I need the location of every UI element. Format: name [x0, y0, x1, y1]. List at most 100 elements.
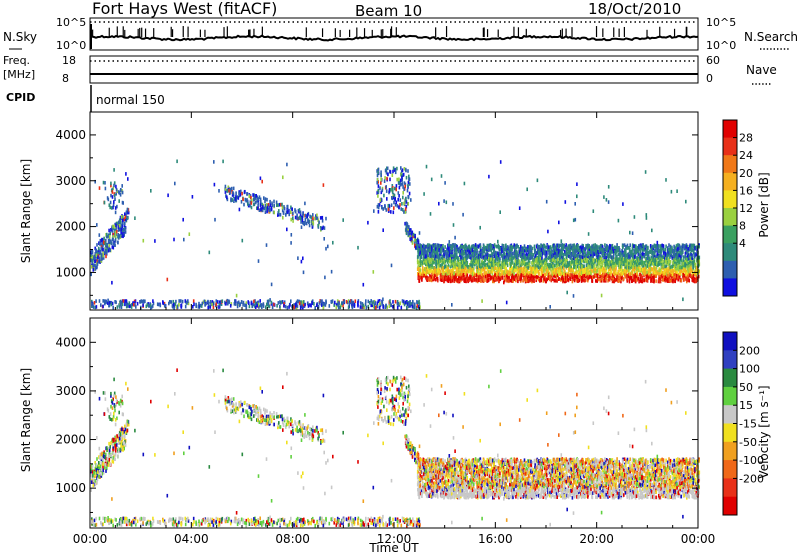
- power-cell: [300, 216, 302, 221]
- power-cell: [470, 254, 472, 258]
- power-cell: [114, 206, 117, 210]
- power-cell: [401, 168, 404, 172]
- power-cell: [123, 228, 126, 232]
- power-cell: [419, 255, 422, 260]
- power-cell: [486, 257, 489, 262]
- power-cell: [258, 208, 261, 212]
- beam-label: Beam 10: [355, 2, 422, 20]
- power-cell: [385, 189, 388, 193]
- power-cell: [379, 186, 381, 190]
- power-cell: [102, 250, 104, 255]
- power-cell: [273, 203, 275, 208]
- power-cell: [399, 181, 401, 186]
- power-cell: [256, 199, 258, 203]
- power-cell: [265, 206, 267, 211]
- power-cell: [126, 216, 129, 221]
- power-cell: [425, 274, 427, 278]
- power-cell: [449, 269, 451, 274]
- power-cell: [378, 299, 381, 303]
- power-cell: [267, 203, 270, 207]
- power-cell: [393, 200, 395, 205]
- power-cell: [112, 305, 114, 310]
- power-cell: [558, 243, 561, 248]
- power-cell: [457, 268, 459, 272]
- power-cell: [301, 300, 304, 305]
- power-cell: [436, 261, 438, 265]
- power-cell: [108, 228, 110, 233]
- power-cell: [258, 195, 261, 199]
- power-cell: [114, 300, 116, 304]
- power-cell: [302, 302, 305, 307]
- power-cell: [391, 190, 394, 194]
- power-cell: [116, 221, 118, 226]
- power-cell: [254, 305, 257, 309]
- power-cell: [430, 244, 432, 248]
- power-cell: [636, 259, 639, 263]
- power-cell: [232, 194, 235, 199]
- power-cell: [322, 305, 325, 310]
- power-cell: [423, 253, 425, 258]
- power-cell: [224, 300, 226, 305]
- power-cell: [430, 278, 432, 282]
- power-cell: [300, 300, 302, 304]
- power-cell: [119, 215, 122, 220]
- power-cell: [441, 272, 444, 277]
- power-cell: [116, 204, 118, 209]
- power-cell: [480, 279, 482, 283]
- power-cell: [472, 258, 475, 263]
- power-cell: [348, 301, 351, 306]
- power-cell: [403, 187, 405, 192]
- power-cell: [354, 299, 357, 303]
- chart-title: Fort Hays West (fitACF): [92, 0, 277, 18]
- power-cell: [442, 244, 444, 248]
- power-cell: [249, 204, 251, 208]
- power-cell: [427, 270, 430, 275]
- power-cell: [485, 265, 487, 269]
- power-cell: [331, 299, 334, 303]
- power-cell: [408, 177, 411, 181]
- power-cell: [639, 267, 642, 272]
- power-cell: [98, 299, 101, 303]
- power-cell: [122, 218, 124, 223]
- power-cell: [474, 243, 477, 247]
- power-cell: [402, 208, 404, 212]
- power-cell: [333, 303, 335, 307]
- power-cell: [115, 229, 118, 234]
- power-cell: [599, 270, 601, 275]
- power-cell: [384, 176, 386, 180]
- power-cell: [270, 207, 273, 212]
- power-cell: [289, 303, 291, 307]
- power-cell: [248, 194, 251, 198]
- power-cell: [418, 250, 420, 255]
- power-cell: [558, 277, 560, 281]
- power-cell: [285, 213, 287, 217]
- power-cell: [325, 299, 327, 303]
- power-cell: [91, 250, 94, 254]
- power-cell: [199, 303, 202, 308]
- power-cell: [625, 253, 627, 257]
- power-cell: [478, 251, 481, 255]
- power-cell: [375, 305, 377, 310]
- power-cell: [130, 305, 133, 309]
- power-cell: [465, 266, 467, 270]
- power-cell: [125, 210, 128, 215]
- power-cell: [259, 299, 261, 303]
- power-cell: [111, 225, 113, 229]
- power-cell: [377, 194, 379, 198]
- power-cell: [264, 210, 267, 214]
- power-cell: [550, 278, 553, 283]
- power-cell: [346, 300, 349, 305]
- power-cell: [385, 171, 388, 175]
- power-cell: [474, 247, 477, 251]
- power-cell: [474, 251, 476, 256]
- power-cell: [402, 195, 404, 200]
- power-cell: [540, 248, 543, 252]
- power-cell: [475, 260, 478, 264]
- power-cell: [112, 224, 114, 229]
- power-cell: [347, 299, 350, 303]
- power-cell: [110, 228, 112, 232]
- power-cell: [382, 304, 384, 308]
- power-cell: [434, 246, 436, 250]
- power-cell: [90, 255, 92, 259]
- power-cell: [455, 268, 458, 272]
